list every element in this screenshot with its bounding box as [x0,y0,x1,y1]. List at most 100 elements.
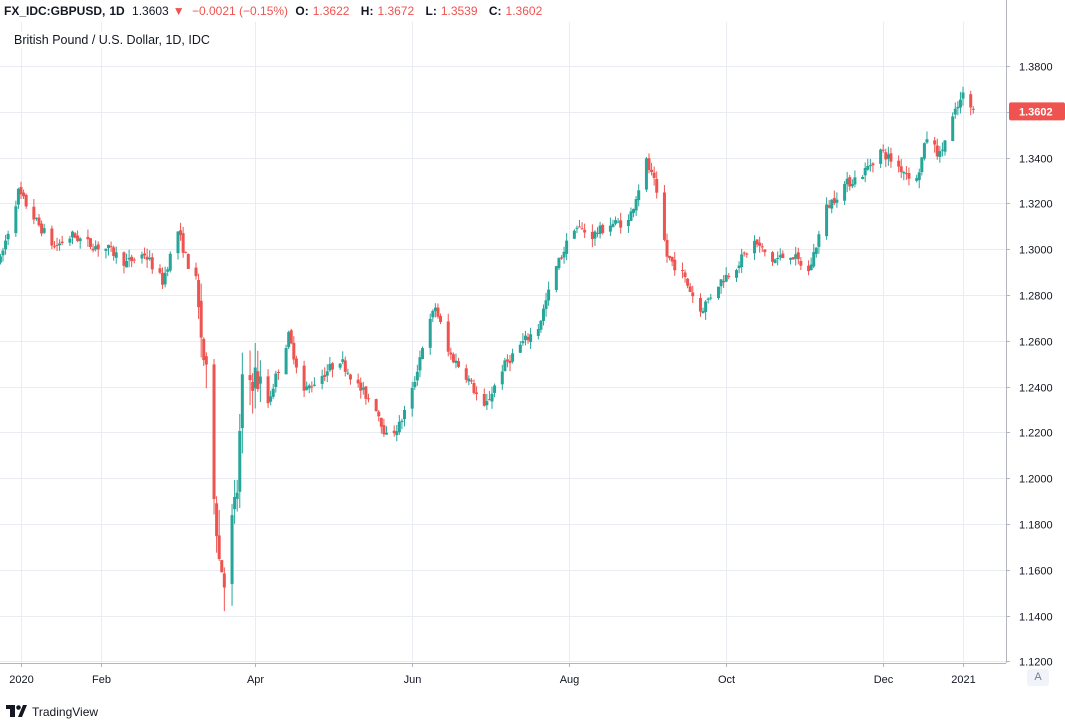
candle [379,417,383,434]
candle [740,248,744,274]
auto-scale-button[interactable]: A [1027,669,1049,686]
candle [907,167,911,186]
candle [922,142,926,161]
candle [827,199,831,209]
y-tick-label: 1.2600 [1019,337,1053,349]
candle-body [212,364,216,500]
candle [431,309,435,322]
candle [310,381,314,393]
candle [565,233,569,261]
candle-body [55,244,59,246]
candle-body [848,177,852,187]
candle-body [601,224,605,234]
candle-body [683,272,687,278]
candle-body [359,382,363,391]
candle [248,350,252,406]
candle-body [397,421,401,433]
candle [554,265,558,293]
candle [562,246,566,264]
candle-body [817,234,821,247]
candle-body [258,376,262,384]
candle [601,223,605,235]
candle [789,257,793,265]
candle-body [632,208,636,213]
symbol-name[interactable]: FX_IDC:GBPUSD, [4,4,106,18]
candle-body [233,496,237,510]
candle-body [428,318,432,348]
candle-body [37,217,41,226]
candle [807,260,811,276]
candle [292,336,296,365]
candle [575,225,579,234]
candle-body [163,272,167,285]
candle-body [16,188,20,205]
candle-body [184,251,188,253]
candle-body [222,573,226,588]
candle [400,418,404,430]
candle [256,350,260,392]
candle [683,269,687,283]
candle [853,170,857,188]
grid-lines [0,22,1006,663]
candle-body [148,257,152,260]
candle-body [384,432,388,435]
candle-body [415,371,419,381]
candle-body [418,357,422,371]
candle-body [565,240,569,254]
candle-body [503,360,507,372]
candle [32,199,36,225]
candle [614,216,618,226]
candle [539,320,543,333]
candle-body [294,358,298,368]
tradingview-logo[interactable]: TradingView [6,703,98,721]
candle-body [377,411,381,417]
candle [634,196,638,216]
candle [796,247,800,265]
candle [197,273,201,319]
candle [881,144,885,153]
candle [904,165,908,180]
candle-body [289,330,293,344]
candle-body [716,286,720,299]
y-tick-label: 1.2200 [1019,428,1053,440]
candle-body [287,332,291,348]
candle-body [796,252,800,260]
candle [0,253,2,265]
candle [104,248,108,259]
candle-body [472,383,476,393]
candle [150,253,154,274]
candle-body [742,252,746,254]
candle [886,146,890,166]
candle [312,377,316,387]
candle-body [853,177,857,185]
y-tick-label: 1.3400 [1019,154,1053,166]
down-triangle-icon: ▼ [172,4,185,18]
candle-body [217,535,221,559]
candle-body [454,360,458,363]
candle [24,193,28,209]
candle-body [719,279,723,287]
candle [269,390,273,406]
candle-body [647,158,651,171]
candle-body [284,348,288,375]
candle [755,239,759,248]
candle-body [410,387,414,409]
candle [706,297,710,304]
candle-body [956,106,960,109]
candle [940,142,944,157]
candle-body [230,515,234,584]
candle-body [130,256,134,262]
last-price-label: 1.3602 [1019,106,1053,118]
candle [140,251,144,264]
candle-body [485,401,489,406]
candle [626,214,630,233]
interval[interactable]: 1D [109,4,125,18]
candle-body [933,140,937,145]
x-tick-label: 2021 [951,674,975,686]
candle [529,327,533,349]
candle-body [34,217,38,219]
candle [330,362,334,378]
candle-body [698,298,702,312]
candle-body [665,239,669,257]
